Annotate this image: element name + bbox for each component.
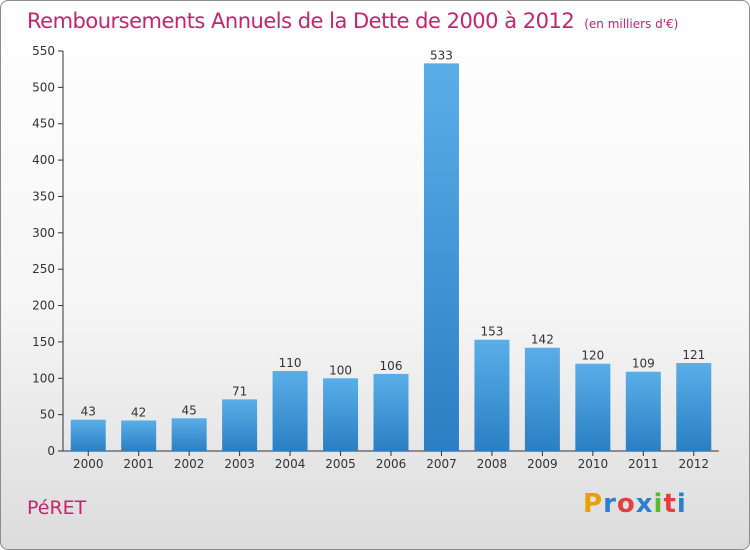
- data-label-2004: 110: [279, 356, 302, 370]
- y-tick-label: 500: [32, 80, 55, 94]
- logo-letter: P: [583, 489, 604, 519]
- data-label-2000: 43: [81, 405, 96, 419]
- x-tick-label: 2002: [174, 457, 205, 471]
- logo-letter: i: [676, 489, 687, 519]
- x-tick-label: 2010: [578, 457, 609, 471]
- bar-2008: [474, 339, 510, 451]
- x-tick-label: 2012: [678, 457, 709, 471]
- data-label-2005: 100: [329, 363, 352, 377]
- x-tick-label: 2005: [325, 457, 356, 471]
- data-label-2010: 120: [581, 349, 604, 363]
- data-label-2001: 42: [131, 405, 146, 419]
- x-tick-label: 2007: [426, 457, 457, 471]
- data-label-2008: 153: [480, 325, 503, 339]
- logo-letter: r: [603, 489, 617, 519]
- x-tick-label: 2008: [477, 457, 508, 471]
- y-tick-label: 550: [32, 44, 55, 58]
- bar-2012: [676, 363, 712, 451]
- data-label-2007: 533: [430, 48, 453, 62]
- bar-2003: [222, 399, 258, 451]
- data-label-2006: 106: [380, 359, 403, 373]
- y-tick-label: 100: [32, 371, 55, 385]
- bar-2009: [524, 347, 560, 451]
- y-tick-label: 300: [32, 226, 55, 240]
- chart-bars: [70, 63, 712, 451]
- data-label-2009: 142: [531, 333, 554, 347]
- bar-2011: [625, 371, 661, 451]
- data-label-2003: 71: [232, 384, 247, 398]
- bar-2001: [121, 420, 157, 451]
- x-tick-label: 2009: [527, 457, 558, 471]
- logo-letter: o: [616, 489, 636, 519]
- x-tick-label: 2003: [224, 457, 255, 471]
- data-label-2002: 45: [182, 403, 197, 417]
- y-tick-label: 250: [32, 262, 55, 276]
- bar-2010: [575, 363, 611, 451]
- x-tick-label: 2001: [123, 457, 154, 471]
- y-tick-label: 150: [32, 335, 55, 349]
- y-tick-label: 350: [32, 189, 55, 203]
- bar-2005: [323, 378, 359, 451]
- y-tick-label: 400: [32, 153, 55, 167]
- y-tick-label: 450: [32, 117, 55, 131]
- x-tick-label: 2011: [628, 457, 659, 471]
- chart-subtitle: (en milliers d'€): [584, 17, 679, 31]
- x-tick-label: 2004: [275, 457, 306, 471]
- chart-labels: 43 42 45 71 110 100 106 533 153 142 120 109 121: [81, 48, 706, 419]
- commune-name: PéRET: [27, 497, 87, 519]
- logo-letter: i: [653, 489, 664, 519]
- chart-axes: 0 50 100 150 200 250 300 350 400 450 500 550 2000 200…: [32, 44, 719, 471]
- logo-letter: t: [663, 489, 677, 519]
- y-tick-label: 0: [47, 444, 55, 458]
- bar-2000: [70, 419, 106, 451]
- chart-title-text: Remboursements Annuels de la Dette de 20…: [27, 9, 575, 33]
- chart-title: Remboursements Annuels de la Dette de 20…: [27, 9, 678, 33]
- y-tick-label: 200: [32, 299, 55, 313]
- y-tick-label: 50: [40, 408, 55, 422]
- logo-letter: x: [635, 489, 654, 519]
- proxiti-logo[interactable]: Proxiti: [583, 489, 687, 519]
- bar-2007: [423, 63, 459, 451]
- x-tick-label: 2000: [73, 457, 104, 471]
- bar-2002: [171, 418, 207, 451]
- data-label-2011: 109: [632, 357, 655, 371]
- data-label-2012: 121: [682, 348, 705, 362]
- bar-2004: [272, 371, 308, 451]
- bar-2006: [373, 373, 409, 451]
- x-tick-label: 2006: [376, 457, 407, 471]
